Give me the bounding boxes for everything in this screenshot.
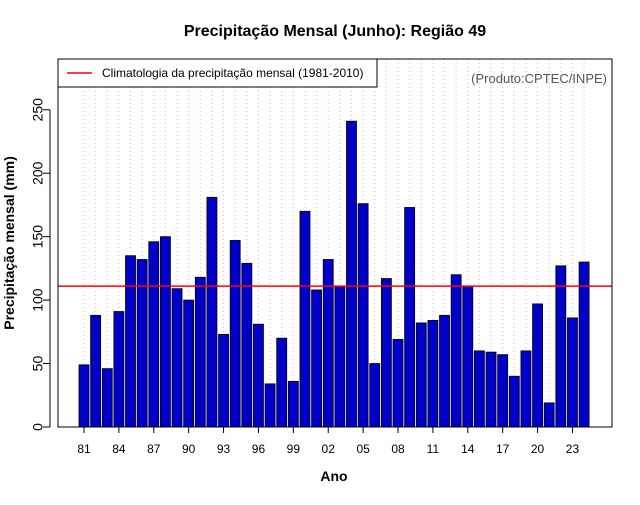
bar-2013 <box>450 274 462 428</box>
bar-1998 <box>276 337 288 428</box>
bar-2011 <box>427 320 439 428</box>
legend-label: Climatologia da precipitação mensal (198… <box>102 66 363 80</box>
bar-1995 <box>241 262 253 428</box>
x-tick-label: 23 <box>566 442 580 456</box>
bar-1990 <box>183 299 195 428</box>
bar-2007 <box>380 278 392 428</box>
bar-2003 <box>334 285 346 428</box>
bar-2009 <box>404 207 416 428</box>
x-tick-label: 96 <box>252 442 266 456</box>
y-tick-label: 200 <box>30 161 46 185</box>
y-axis: 0 50 100 150 200 250 <box>30 98 51 431</box>
x-tick-label: 08 <box>391 442 405 456</box>
bar-2010 <box>415 322 427 428</box>
bar-1981 <box>78 364 90 428</box>
y-tick-label: 0 <box>30 423 46 431</box>
bar-1989 <box>171 288 183 428</box>
bar-2014 <box>462 285 474 428</box>
y-axis-title: Precipitação mensal (mm) <box>1 156 17 330</box>
bar-2015 <box>474 350 485 428</box>
x-tick-label: 81 <box>77 442 91 456</box>
x-tick-label: 87 <box>147 442 161 456</box>
x-tick-label: 20 <box>531 442 545 456</box>
bar-2012 <box>439 314 450 428</box>
x-tick-label: 90 <box>182 442 196 456</box>
bar-1991 <box>194 276 206 428</box>
bar-1992 <box>206 196 218 428</box>
y-tick-label: 150 <box>30 225 46 249</box>
bar-1982 <box>90 314 102 428</box>
bar-2016 <box>485 351 497 428</box>
bar-1996 <box>253 323 264 428</box>
bar-1986 <box>136 259 148 428</box>
bar-1984 <box>113 311 125 428</box>
x-tick-label: 99 <box>287 442 301 456</box>
bar-2019 <box>520 350 532 428</box>
bar-2017 <box>497 354 509 428</box>
legend-box <box>57 58 378 88</box>
bar-1997 <box>264 383 276 428</box>
bar-1988 <box>160 236 171 428</box>
bar-2022 <box>555 265 567 428</box>
bar-1985 <box>125 255 136 428</box>
x-axis: 81 84 87 90 93 96 99 02 05 08 11 14 17 20 23 <box>77 427 579 456</box>
y-tick-label: 250 <box>30 98 46 122</box>
bar-1994 <box>229 240 241 428</box>
x-tick-label: 11 <box>427 442 440 456</box>
bar-1987 <box>148 241 160 428</box>
y-tick-label: 50 <box>30 356 46 372</box>
x-tick-label: 05 <box>356 442 370 456</box>
bar-2000 <box>299 210 311 428</box>
bar-2020 <box>532 303 543 428</box>
bar-2023 <box>567 317 578 428</box>
credit-text: (Produto:CPTEC/INPE) <box>471 71 607 86</box>
x-tick-label: 17 <box>496 442 510 456</box>
x-tick-label: 84 <box>112 442 126 456</box>
bar-2021 <box>543 402 555 428</box>
x-tick-label: 93 <box>217 442 231 456</box>
bar-2006 <box>369 363 381 428</box>
bar-1999 <box>287 380 299 428</box>
x-tick-label: 14 <box>461 442 475 456</box>
bar-2005 <box>357 203 369 428</box>
legend: Climatologia da precipitação mensal (198… <box>57 58 378 88</box>
chart-title: Precipitação Mensal (Junho): Região 49 <box>184 23 486 40</box>
bar-2008 <box>392 339 404 428</box>
bar-2002 <box>322 259 334 428</box>
x-tick-label: 02 <box>322 442 336 456</box>
bar-1993 <box>218 333 229 428</box>
bar-1983 <box>101 368 113 428</box>
bar-2018 <box>508 375 520 428</box>
bar-2001 <box>311 289 323 428</box>
bars <box>78 120 590 428</box>
y-tick-label: 100 <box>30 288 46 312</box>
bar-2004 <box>346 120 357 428</box>
x-axis-title: Ano <box>320 468 347 484</box>
